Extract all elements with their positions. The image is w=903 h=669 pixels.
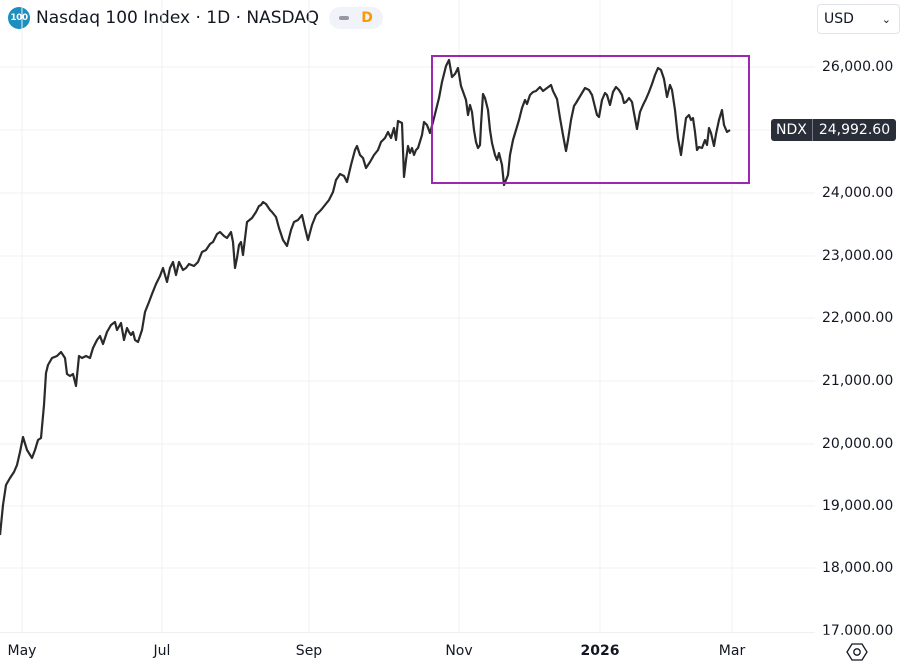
nasdaq-100-logo-icon: 100 <box>8 7 30 29</box>
price-tag-symbol: NDX <box>771 119 813 141</box>
chart-header: 100 Nasdaq 100 Index · 1D · NASDAQ D <box>8 6 384 30</box>
market-closed-icon <box>339 16 350 20</box>
x-axis-border <box>0 632 815 633</box>
y-axis-label: 26,000.00 <box>822 59 894 75</box>
market-status-pill[interactable]: D <box>329 7 384 29</box>
data-delayed-badge: D <box>361 10 373 26</box>
x-axis-label: Sep <box>295 643 323 659</box>
y-axis-label: 19,000.00 <box>822 498 894 514</box>
symbol-title[interactable]: Nasdaq 100 Index · 1D · NASDAQ <box>36 8 320 28</box>
currency-value: USD <box>824 11 854 27</box>
x-axis-label: Nov <box>445 643 473 659</box>
price-tag-value: 24,992.60 <box>812 119 897 141</box>
y-axis-label: 24,000.00 <box>822 185 894 201</box>
y-axis-label: 23,000.00 <box>822 248 894 264</box>
grid <box>0 0 815 632</box>
y-axis-label: 18,000.00 <box>822 560 894 576</box>
y-axis-label: 21,000.00 <box>822 373 894 389</box>
chevron-down-icon: ⌄ <box>881 12 891 26</box>
last-price-tag: NDX 24,992.60 <box>771 119 897 141</box>
x-axis-label: Jul <box>153 643 171 659</box>
y-axis-label: 20,000.00 <box>822 436 894 452</box>
price-line <box>0 58 731 536</box>
currency-select[interactable]: USD ⌄ <box>817 4 900 34</box>
y-axis-label: 17,000.00 <box>822 622 894 635</box>
x-axis-label: Mar <box>718 643 746 659</box>
highlight-box <box>431 55 750 184</box>
y-axis-label: 22,000.00 <box>822 310 894 326</box>
x-axis-label: 2026 <box>580 643 620 659</box>
chart-settings-icon[interactable] <box>846 641 868 663</box>
x-axis-label: May <box>7 643 37 659</box>
